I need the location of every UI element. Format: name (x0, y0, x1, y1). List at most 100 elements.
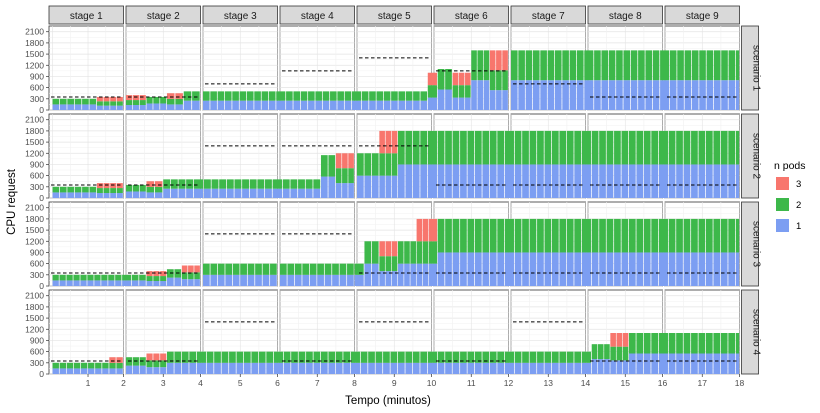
x-tick-label: 15 (621, 378, 631, 388)
bar-segment-pod-1 (529, 252, 537, 286)
bar-segment-pod-2 (82, 186, 89, 193)
bar-segment-pod-1 (460, 362, 467, 374)
bar-segment-pod-2 (308, 91, 315, 101)
bar-segment-pod-3 (416, 218, 423, 242)
legend-key-1 (776, 219, 789, 232)
bar-segment-pod-2 (246, 91, 254, 101)
bar-segment-pod-2 (698, 333, 706, 354)
bar-segment-pod-1 (211, 188, 219, 198)
bar-segment-pod-1 (668, 353, 676, 374)
bar-segment-pod-1 (183, 100, 192, 110)
bar-segment-pod-2 (242, 179, 249, 189)
bar-segment-pod-1 (698, 164, 706, 198)
bar-segment-pod-2 (621, 130, 629, 165)
bar-segment-pod-2 (210, 91, 217, 101)
bar-segment-pod-1 (594, 80, 601, 110)
x-tick-label: 13 (544, 378, 554, 388)
bar-segment-pod-2 (203, 263, 210, 275)
bar-segment-pod-2 (234, 179, 242, 189)
bar-segment-pod-1 (537, 362, 544, 374)
bar-segment-pod-1 (371, 263, 379, 286)
bar-segment-pod-1 (467, 164, 475, 198)
bar-segment-pod-2 (698, 218, 706, 253)
bar-segment-pod-1 (52, 104, 60, 110)
y-tick-label: 900 (30, 159, 44, 169)
bar-segment-pod-2 (153, 96, 160, 104)
bar-segment-pod-2 (574, 351, 582, 363)
column-strip (202, 5, 278, 25)
bar-segment-pod-2 (559, 218, 567, 253)
bar-segment-pod-1 (676, 252, 683, 286)
bar-segment-pod-2 (735, 50, 740, 81)
bar-segment-pod-2 (132, 184, 139, 192)
bar-segment-pod-2 (153, 276, 160, 282)
row-strip (741, 25, 759, 111)
bar-segment-pod-2 (95, 362, 102, 369)
bar-segment-pod-3 (391, 130, 398, 154)
bar-segment-pod-3 (126, 95, 133, 101)
x-tick-label: 17 (698, 378, 708, 388)
bar-segment-pod-2 (551, 130, 559, 165)
bar-segment-pod-1 (522, 252, 529, 286)
bar-segment-pod-1 (502, 90, 508, 110)
row-strip-label: scenario 1 (751, 45, 762, 92)
bar-segment-pod-2 (192, 91, 200, 101)
bar-segment-pod-1 (240, 274, 247, 286)
bar-segment-pod-1 (660, 80, 670, 110)
bar-segment-pod-2 (562, 50, 569, 81)
bar-segment-pod-2 (342, 168, 348, 184)
panel-background (48, 201, 124, 287)
bar-segment-pod-1 (608, 80, 616, 110)
bar-segment-pod-1 (616, 360, 623, 374)
bar-segment-pod-1 (489, 164, 497, 198)
bar-segment-pod-1 (601, 80, 609, 110)
bar-segment-pod-2 (497, 130, 505, 165)
bar-segment-pod-1 (262, 274, 270, 286)
bar-segment-pod-1 (239, 100, 247, 110)
bar-segment-pod-1 (350, 362, 360, 374)
y-tick-label: 1200 (25, 148, 44, 158)
bar-segment-pod-1 (293, 100, 301, 110)
bar-segment-pod-2 (257, 179, 265, 189)
bar-segment-pod-1 (67, 192, 74, 198)
bar-segment-pod-2 (116, 362, 123, 369)
bar-segment-pod-2 (643, 218, 651, 253)
bar-segment-pod-1 (94, 280, 101, 286)
bar-segment-pod-2 (211, 179, 219, 189)
bar-segment-pod-1 (290, 188, 298, 198)
bar-segment-pod-2 (74, 98, 82, 105)
bar-segment-pod-2 (604, 344, 610, 360)
bar-segment-pod-2 (467, 218, 475, 253)
bar-segment-pod-2 (217, 263, 225, 275)
bar-segment-pod-1 (300, 100, 308, 110)
bar-segment-pod-2 (413, 91, 420, 101)
bar-segment-pod-2 (537, 351, 544, 363)
bar-segment-pod-2 (291, 351, 298, 363)
bar-segment-pod-2 (698, 130, 706, 165)
bar-segment-pod-2 (397, 241, 404, 264)
bar-segment-pod-1 (735, 353, 740, 374)
bar-segment-pod-1 (153, 367, 160, 374)
bar-segment-pod-2 (677, 50, 684, 81)
bar-segment-pod-2 (427, 85, 437, 98)
bar-segment-pod-2 (328, 155, 336, 177)
bar-segment-pod-2 (82, 98, 89, 105)
y-tick-label: 1500 (25, 137, 44, 147)
bar-segment-pod-1 (606, 164, 614, 198)
bar-segment-pod-2 (298, 179, 305, 189)
bar-segment-pod-1 (529, 164, 537, 198)
bar-segment-pod-2 (720, 130, 728, 165)
bar-segment-pod-1 (691, 353, 698, 374)
bar-segment-pod-2 (251, 351, 259, 363)
bar-segment-pod-1 (59, 104, 67, 110)
bar-segment-pod-1 (460, 164, 467, 198)
bar-segment-pod-2 (52, 274, 59, 281)
bar-segment-pod-2 (622, 346, 629, 361)
bar-segment-pod-2 (437, 69, 445, 90)
bar-segment-pod-2 (87, 274, 94, 281)
bar-segment-pod-1 (429, 263, 438, 286)
bar-segment-pod-1 (193, 188, 204, 198)
bar-segment-pod-2 (240, 263, 247, 275)
bar-segment-pod-1 (720, 164, 728, 198)
bar-segment-pod-1 (391, 100, 398, 110)
